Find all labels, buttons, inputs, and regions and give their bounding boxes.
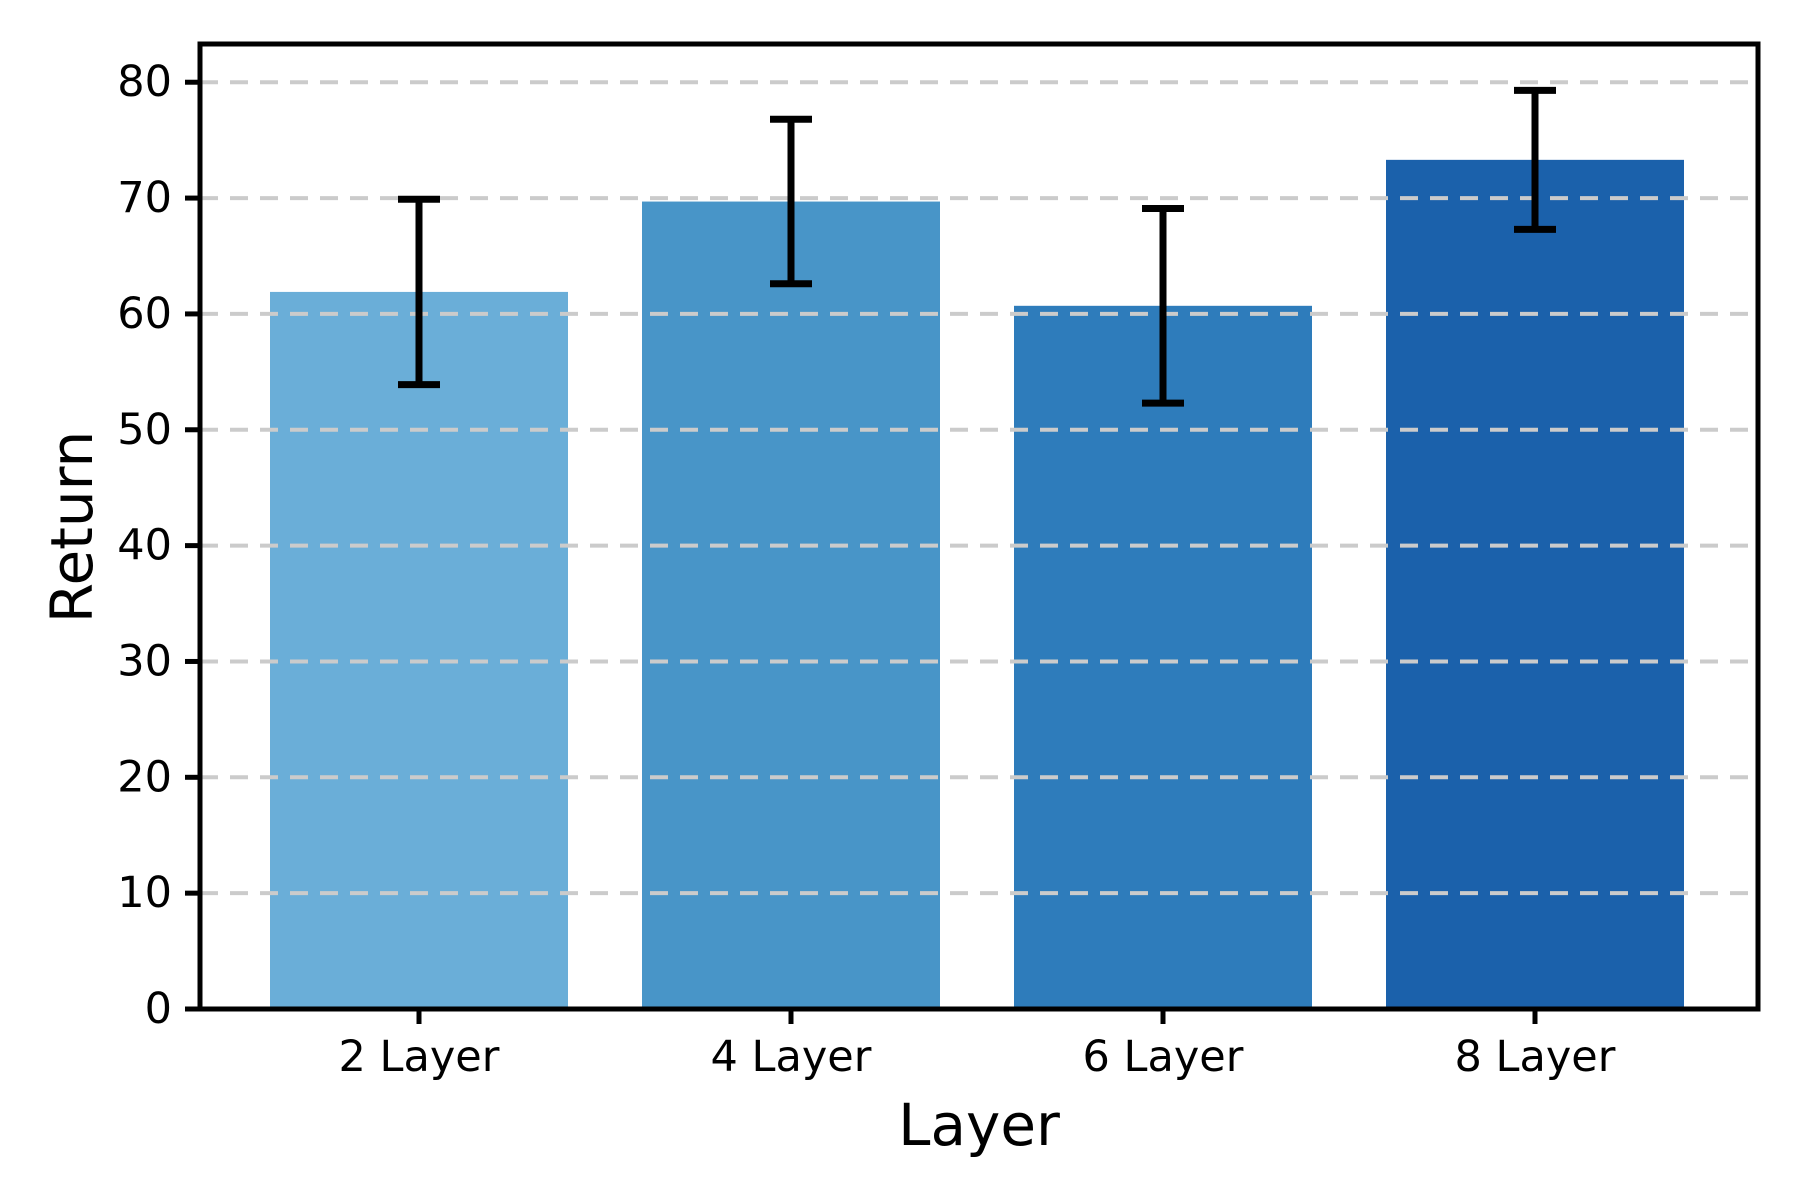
axes-group — [185, 41, 1761, 1024]
plot-frame — [197, 41, 1761, 1012]
error-bars-group — [398, 86, 1556, 407]
y-tick-label-50: 50 — [117, 405, 172, 455]
tick-labels-group: 0 10 20 30 40 50 60 70 80 2 Layer 4 Layer 6 Layer 8 … — [117, 57, 1615, 1082]
x-tick-label-2-layer: 2 Layer — [339, 1032, 500, 1082]
x-tick-label-6-layer: 6 Layer — [1083, 1032, 1244, 1082]
y-tick-label-20: 20 — [117, 752, 172, 802]
x-axis-title: Layer — [898, 1091, 1060, 1159]
y-tick-label-30: 30 — [117, 636, 172, 686]
bar-6-layer — [1014, 305, 1312, 1009]
bars-group — [270, 159, 1684, 1010]
y-tick-label-10: 10 — [117, 868, 172, 918]
y-tick-label-0: 0 — [145, 984, 172, 1034]
y-tick-label-70: 70 — [117, 173, 172, 223]
bar-4-layer — [642, 201, 940, 1009]
y-tick-label-40: 40 — [117, 521, 172, 571]
y-tick-label-80: 80 — [117, 57, 172, 107]
gridlines-group — [200, 80, 1758, 896]
x-tick-label-4-layer: 4 Layer — [711, 1032, 872, 1082]
bar-8-layer — [1386, 159, 1684, 1010]
bar-2-layer — [270, 291, 568, 1010]
y-tick-label-60: 60 — [117, 289, 172, 339]
y-axis-title: Return — [38, 431, 106, 623]
x-tick-label-8-layer: 8 Layer — [1455, 1032, 1616, 1082]
